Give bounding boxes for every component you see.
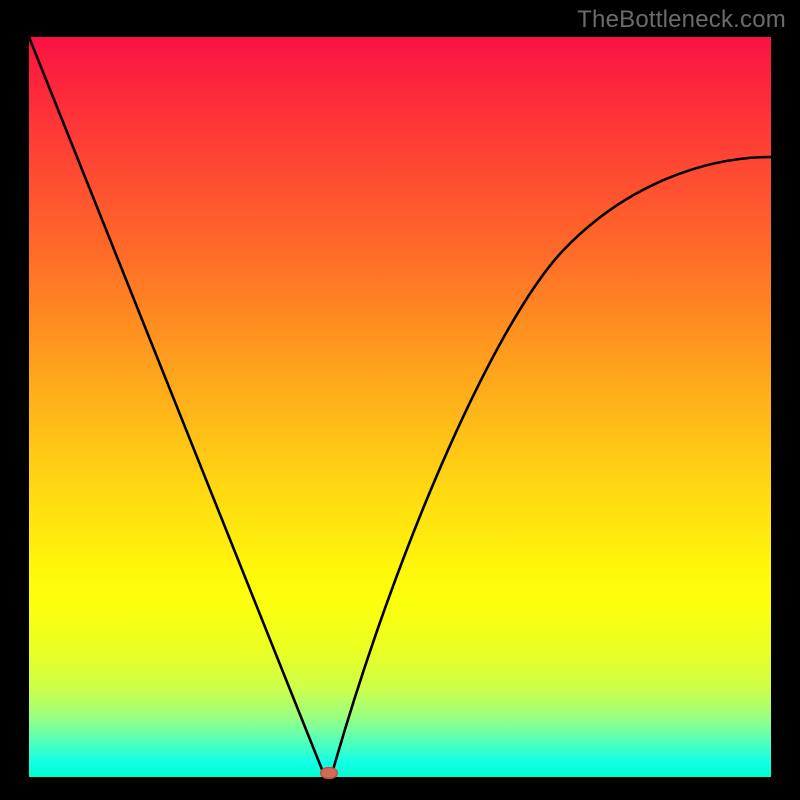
curve-left-branch xyxy=(29,37,325,777)
bottleneck-point-marker xyxy=(320,767,338,779)
chart-curve xyxy=(29,37,771,777)
curve-right-branch xyxy=(331,157,771,777)
watermark-text: TheBottleneck.com xyxy=(577,6,786,34)
